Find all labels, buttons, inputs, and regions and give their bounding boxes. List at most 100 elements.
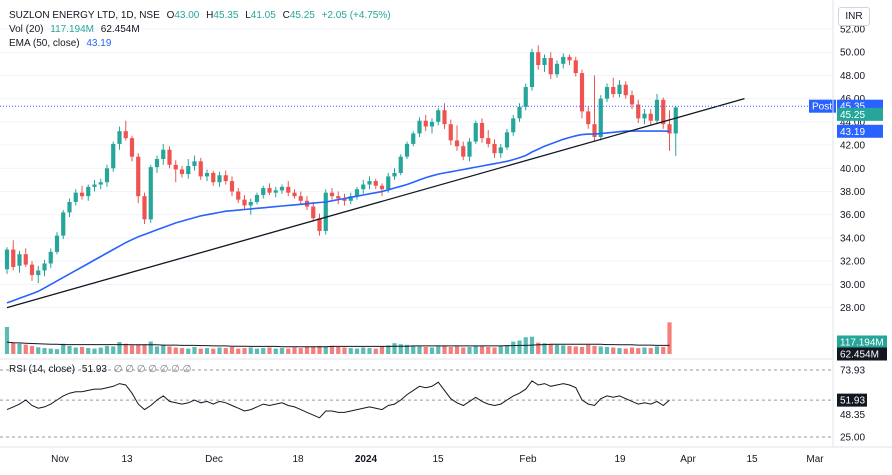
candle-body: [617, 84, 622, 95]
volume-bar: [11, 342, 16, 354]
volume-bar: [161, 345, 166, 354]
candle-body: [17, 254, 22, 266]
volume-bar: [54, 349, 60, 354]
overlays-layer: [0, 98, 832, 309]
candle-body: [342, 198, 347, 201]
volume-bar: [611, 347, 616, 354]
rsi-pane: 73.93 51.93 48.35 25.00: [0, 358, 867, 444]
volume-bar: [42, 348, 47, 354]
candle-body: [186, 165, 191, 175]
volume-bar: [661, 346, 666, 354]
rsi-current-bg: [837, 393, 867, 407]
time-tick-label: Mar: [806, 454, 824, 465]
ema-price-label: 43.19: [840, 127, 865, 138]
volume-bar: [311, 346, 316, 354]
candle-body: [592, 124, 597, 137]
volume-bar: [336, 346, 341, 354]
price-tick-label: 32.00: [840, 257, 865, 268]
volume-bar: [586, 344, 591, 354]
candle-body: [267, 188, 272, 193]
price-tick-label: 44.00: [840, 117, 865, 128]
rsi-label[interactable]: RSI (14, close): [9, 364, 76, 375]
volume-bar: [154, 346, 160, 354]
candle-body: [504, 132, 510, 148]
candle-body: [248, 201, 253, 206]
symbol-legend: SUZLON ENERGY LTD, 1D, NSE O43.00 H45.35…: [9, 9, 391, 22]
candle-body: [667, 124, 672, 134]
volume-bar: [167, 346, 172, 354]
candle-body: [217, 175, 222, 183]
candle-body: [529, 52, 535, 88]
volume-bar: [354, 348, 360, 354]
volume-bar: [567, 345, 572, 354]
candle-body: [86, 186, 91, 197]
candle-body: [629, 95, 635, 105]
volume-bar: [386, 345, 391, 354]
volume-bar: [579, 346, 585, 354]
time-tick-label: Feb: [519, 454, 537, 465]
volume-bar: [129, 345, 135, 354]
volume-bar: [504, 345, 510, 354]
candle-body: [448, 124, 453, 141]
candle-body: [79, 192, 85, 197]
candle-body: [254, 194, 260, 202]
candle-body: [573, 60, 578, 74]
volume-bar: [323, 346, 328, 354]
volume-bar: [654, 346, 660, 354]
price-tick-label: 52.00: [840, 25, 865, 36]
volume-bar: [273, 348, 278, 354]
volume-bar: [623, 348, 628, 354]
volume-bar: [192, 346, 197, 354]
volume-bar: [561, 345, 566, 354]
volume-bar: [254, 348, 260, 354]
volume-bar: [554, 344, 560, 354]
volume-value: 117.194M: [50, 24, 94, 35]
volume-bar: [104, 345, 110, 354]
candle-body: [298, 196, 303, 201]
candle-body: [648, 113, 653, 121]
volume-bar: [479, 346, 485, 354]
candle-body: [192, 161, 197, 166]
candle-body: [673, 107, 678, 134]
volume-label[interactable]: Vol (20): [9, 24, 44, 35]
candle-body: [417, 120, 422, 134]
volume-bar: [142, 344, 147, 354]
rsi-legend: RSI (14, close) 51.93 ∅ ∅ ∅ ∅ ∅ ∅ ∅: [9, 363, 191, 376]
price-tick-label: 36.00: [840, 210, 865, 221]
candle-body: [54, 235, 60, 252]
candle-body: [511, 118, 516, 133]
volume-bar: [636, 348, 641, 354]
price-tick-label: 50.00: [840, 48, 865, 59]
time-tick-label: Nov: [51, 454, 69, 465]
candle-body: [311, 206, 316, 219]
volume-bar: [198, 348, 203, 354]
candle-body: [379, 185, 385, 190]
volume-bar: [73, 347, 78, 354]
candle-body: [473, 123, 478, 142]
rsi-tick-label: 73.93: [840, 366, 865, 377]
price-tick-label: 46.00: [840, 94, 865, 105]
candle-body: [117, 131, 122, 144]
symbol-title[interactable]: SUZLON ENERGY LTD, 1D, NSE: [9, 10, 160, 21]
candle-body: [67, 201, 72, 213]
volume-bar: [398, 344, 403, 354]
candle-body: [173, 164, 178, 170]
volume-bar: [517, 340, 522, 354]
candle-body: [661, 99, 666, 125]
price-tick-label: 48.00: [840, 71, 865, 82]
candle-body: [498, 147, 503, 154]
candle-body: [486, 138, 491, 144]
volume-bar: [29, 345, 35, 354]
rsi-value: 51.93: [81, 364, 107, 375]
rsi-tick-label: 25.00: [840, 433, 865, 444]
trend-line: [6, 98, 745, 309]
axes-layer: 52.00 50.00 48.00 46.00 44.00 42.00 40.00 38.00…: [0, 0, 892, 465]
close-price-label-bg: [837, 107, 883, 121]
price-tick-label: 28.00: [840, 303, 865, 314]
currency-button[interactable]: INR: [838, 7, 870, 26]
volume-bar: [548, 344, 553, 354]
rsi-extra-dots: ∅ ∅ ∅ ∅ ∅ ∅ ∅: [113, 364, 192, 375]
ema-label[interactable]: EMA (50, close): [9, 38, 80, 49]
candle-body: [261, 188, 266, 195]
